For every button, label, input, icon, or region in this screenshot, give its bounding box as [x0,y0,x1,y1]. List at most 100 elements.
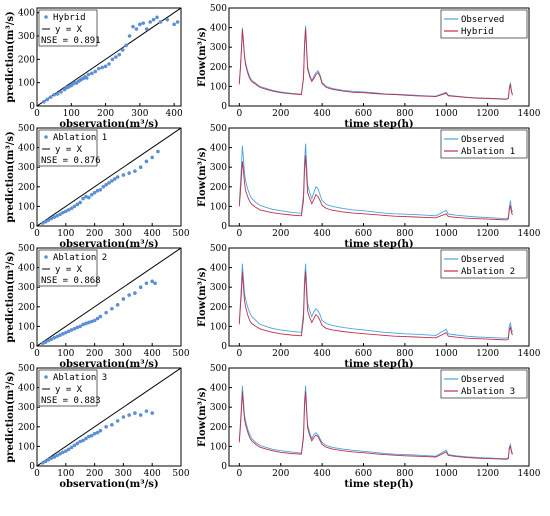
legend-label-model: Ablation 1 [53,133,107,143]
y-tick-label: 0 [221,102,227,112]
scatter-panel-2: 0 100 200 300 400 500 0 100 200 300 400 500 observat… [5,124,190,250]
y-tick-label: 200 [18,183,35,193]
plot-area [37,8,181,106]
x-tick-label: 200 [272,349,289,359]
scatter-point [69,328,74,332]
scatter-point [127,171,131,175]
scatter-point [55,214,59,218]
scatter-point [78,324,82,329]
plot-area [238,263,513,341]
legend-box [38,369,98,407]
y-tick-label: 100 [210,442,227,452]
x-tick-label: 200 [86,469,103,479]
plot-area [238,385,513,460]
scatter-point [151,17,156,22]
nse-annotation: NSE = 0.883 [41,396,101,406]
scatter-point [138,165,143,169]
y-tick-label: 100 [18,202,35,212]
scatter-point [43,219,48,224]
scatter-point [133,169,137,173]
x-tick-label: 200 [86,349,103,359]
legend: Observed Ablation 1 [440,129,528,159]
legend-label: Hybrid [461,27,494,37]
x-tick-label: 800 [396,109,413,119]
x-tick-label: 100 [57,469,74,479]
scatter-point [48,95,53,99]
nse-annotation: NSE = 0.868 [41,276,101,286]
x-tick-label: 0 [34,229,40,239]
scatter-point [89,433,94,438]
scatter-point [75,202,80,207]
x-tick-label: 600 [355,349,372,359]
y-axis-label: Flow(m³/s) [197,27,208,87]
scatter-point [52,93,56,97]
scatter-point [40,341,45,346]
x-tick-label: 1200 [476,109,499,119]
scatter-point [121,415,126,419]
scatter-point [75,325,80,330]
scatter-point [131,24,135,29]
scatter-point [172,22,176,27]
scatter-point [100,65,104,70]
x-tick-label: 100 [57,229,74,239]
scatter-point [112,177,117,181]
scatter-point [95,430,100,435]
scatter-point [46,338,51,343]
scatter-point [150,411,154,415]
y-axis-label: Flow(m³/s) [197,387,208,447]
scatter-point [117,52,122,57]
scatter-point [165,17,170,22]
legend: Observed Ablation 2 [440,249,528,279]
x-tick-label: 400 [144,229,161,239]
scatter-point [84,436,88,441]
y-tick-label: 100 [210,322,227,332]
scatter-point [150,279,154,284]
scatter-point [121,173,126,177]
y-tick-label: 500 [210,4,227,14]
y-tick-label: 500 [18,364,35,374]
y-tick-label: 200 [18,303,35,313]
plot-frame [228,7,530,107]
scatter-point [49,216,54,221]
scatter-point [40,221,45,225]
scatter-point [52,215,57,219]
scatter-point [96,66,101,71]
plot-area [37,128,181,226]
legend-label-identity: y = X [55,265,83,275]
model-line [238,28,513,100]
y-tick-label: 200 [18,55,35,65]
scatter-point [64,209,68,214]
x-tick-label: 1000 [435,349,458,359]
y-tick-label: 500 [18,124,35,134]
scatter-point [92,431,97,436]
y-tick-label: 300 [18,163,35,173]
scatter-point [55,92,60,96]
scatter-point [133,291,137,295]
x-axis-label: observation(m³/s) [59,359,158,370]
x-tick-label: 800 [396,229,413,239]
x-tick-label: 200 [97,109,114,119]
scatter-point [42,100,46,104]
scatter-point [58,452,62,456]
x-tick-label: 800 [396,349,413,359]
scatter-point [115,419,120,423]
scatter-point [144,159,149,164]
scatter-point [61,210,65,215]
legend-label: Observed [461,135,504,145]
legend-box [38,129,98,167]
scatter-point [84,321,88,326]
legend-label-identity: y = X [55,25,83,35]
scatter-point [110,306,114,311]
scatter-point [104,310,108,315]
y-tick-label: 500 [18,244,35,254]
scatter-point [45,97,50,102]
scatter-point [43,459,48,464]
legend-box [440,129,528,159]
x-tick-label: 200 [272,229,289,239]
legend-marker-points [44,135,48,139]
scatter-point [52,335,57,340]
plot-frame [228,247,530,347]
scatter-point [107,181,111,185]
scatter-point [58,212,62,217]
x-tick-label: 0 [236,469,242,479]
